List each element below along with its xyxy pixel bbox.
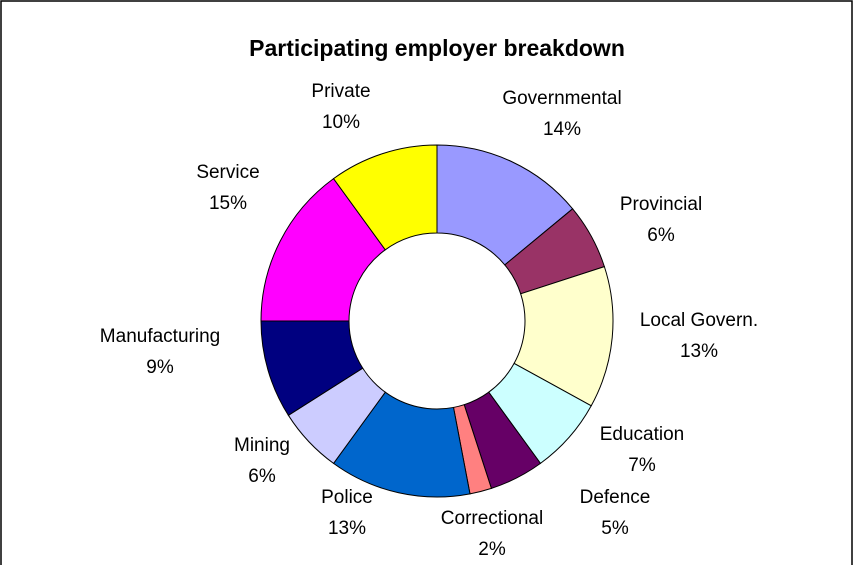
slice-private [332, 144, 438, 251]
slice-label-defence: Defence [580, 487, 651, 508]
slice-label-private: Private [311, 81, 370, 102]
slice-percent-governmental: 14% [543, 119, 581, 140]
slice-label-local-govern: Local Govern. [640, 310, 758, 331]
slice-label-correctional: Correctional [441, 508, 543, 529]
slice-percent-defence: 5% [601, 518, 629, 539]
slice-percent-local-govern: 13% [680, 341, 718, 362]
slice-service [260, 177, 386, 322]
slice-percent-correctional: 2% [478, 539, 506, 560]
slice-label-governmental: Governmental [502, 88, 621, 109]
slice-percent-manufacturing: 9% [146, 357, 174, 378]
slice-labels: Governmental 14% Provincial 6% Local Govern.… [100, 81, 758, 560]
slice-label-provincial: Provincial [620, 194, 702, 215]
slice-label-service: Service [196, 162, 259, 183]
doughnut-slices [260, 144, 614, 498]
slice-label-police: Police [321, 487, 373, 508]
slice-label-mining: Mining [234, 435, 290, 456]
slice-label-manufacturing: Manufacturing [100, 326, 220, 347]
slice-label-education: Education [600, 424, 685, 445]
chart-title: Participating employer breakdown [249, 35, 625, 61]
slice-percent-police: 13% [328, 518, 366, 539]
slice-percent-education: 7% [628, 455, 656, 476]
slice-governmental [436, 144, 574, 266]
slice-percent-service: 15% [209, 193, 247, 214]
slice-percent-provincial: 6% [647, 225, 675, 246]
slice-percent-private: 10% [322, 112, 360, 133]
slice-percent-mining: 6% [248, 466, 276, 487]
